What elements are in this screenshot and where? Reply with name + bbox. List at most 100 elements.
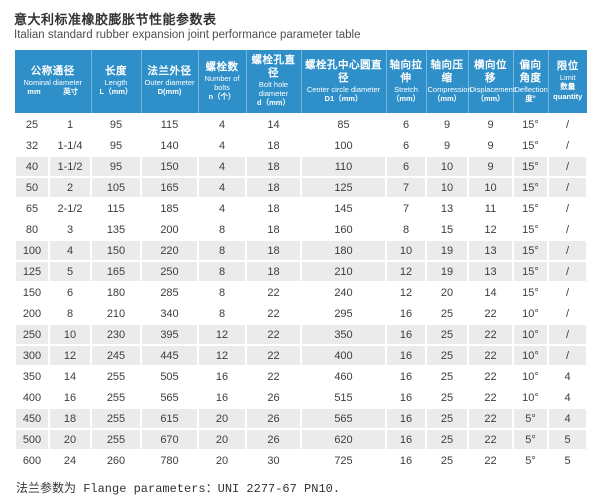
cell: / <box>547 281 588 304</box>
cell: 10 <box>425 176 469 199</box>
cell: 125 <box>14 260 50 283</box>
cell: 95 <box>90 113 142 136</box>
cell: 22 <box>467 365 514 388</box>
column-header-0: 公称通径 Nominal diameter mm 英寸 <box>15 50 91 114</box>
cell: 400 <box>14 386 50 409</box>
cell: 240 <box>300 281 387 304</box>
table-body: 25 1 95 115 4 14 85 6 9 9 15°/32 1-1/4 95 140 4 18 100 6 9… <box>14 113 588 472</box>
cell: 100 <box>300 134 387 157</box>
cell: 15° <box>512 281 549 304</box>
header-label-en: Center circle diameter <box>306 84 381 94</box>
cell: 9 <box>467 155 514 178</box>
header-label-en: Deflection <box>514 84 548 94</box>
header-units: （mm） <box>432 93 462 103</box>
cell: 8 <box>197 302 247 325</box>
cell: 5 <box>48 260 92 283</box>
cell: 95 <box>90 155 142 178</box>
cell: 145 <box>300 197 387 220</box>
cell: 565 <box>140 386 199 409</box>
page-title-chinese: 意大利标准橡胶膨胀节性能参数表 <box>14 12 217 27</box>
cell: / <box>547 302 588 325</box>
cell: 10° <box>512 323 549 346</box>
cell: 15° <box>512 218 549 241</box>
cell: 20 <box>48 428 92 451</box>
cell: 220 <box>140 239 199 262</box>
cell: 8 <box>385 218 427 241</box>
cell: 14 <box>245 113 302 136</box>
cell: 22 <box>467 449 514 472</box>
table-row: 200 8 210 340 8 22 295 16 25 22 10° / <box>14 302 588 325</box>
cell: 255 <box>90 428 142 451</box>
cell: 10° <box>512 302 549 325</box>
cell: 10 <box>467 176 514 199</box>
cell: 340 <box>140 302 199 325</box>
cell: 8 <box>197 218 247 241</box>
cell: 16 <box>385 386 427 409</box>
cell: 25 <box>425 449 469 472</box>
header-units: L（mm） <box>99 87 133 96</box>
cell: 10 <box>425 155 469 178</box>
cell: 16 <box>48 386 92 409</box>
cell: 16 <box>385 344 427 367</box>
cell: 26 <box>245 386 302 409</box>
cell: 105 <box>90 176 142 199</box>
cell: / <box>547 344 588 367</box>
cell: 80 <box>14 218 50 241</box>
header-units: 数量 quantity <box>553 82 583 101</box>
cell: 22 <box>245 302 302 325</box>
cell: 10° <box>512 386 549 409</box>
cell: 85 <box>300 113 387 136</box>
cell: 18 <box>245 176 302 199</box>
cell: 16 <box>385 302 427 325</box>
cell: 22 <box>467 344 514 367</box>
cell: 15° <box>512 134 549 157</box>
header-label-zh: 螺栓孔直径 <box>251 54 296 79</box>
cell: 1-1/4 <box>48 134 92 157</box>
cell: 4 <box>48 239 92 262</box>
cell: 25 <box>425 365 469 388</box>
cell: 230 <box>90 323 142 346</box>
header-label-zh: 螺栓孔中心圆直径 <box>305 58 382 84</box>
cell: 5° <box>512 428 549 451</box>
cell: 260 <box>90 449 142 472</box>
header-label-en: Bolt hole diameter <box>258 80 289 98</box>
cell: 4 <box>197 176 247 199</box>
table-row: 65 2-1/2 115 185 4 18 145 7 13 11 15° / <box>14 197 588 220</box>
cell: 140 <box>140 134 199 157</box>
cell: 30 <box>245 449 302 472</box>
cell: 20 <box>425 281 469 304</box>
cell: 8 <box>197 239 247 262</box>
table-row: 350 14 255 505 16 22 460 16 25 22 10° 4 <box>14 365 588 388</box>
cell: 7 <box>385 176 427 199</box>
cell: 22 <box>245 323 302 346</box>
cell: 725 <box>300 449 387 472</box>
cell: 9 <box>425 134 469 157</box>
cell: 40 <box>14 155 50 178</box>
cell: 26 <box>245 428 302 451</box>
cell: 16 <box>197 365 247 388</box>
cell: 6 <box>385 155 427 178</box>
cell: 255 <box>90 365 142 388</box>
cell: 8 <box>197 260 247 283</box>
cell: 600 <box>14 449 50 472</box>
cell: 12 <box>197 344 247 367</box>
cell: 15° <box>512 197 549 220</box>
cell: 18 <box>245 239 302 262</box>
header-units: n（个） <box>208 91 236 101</box>
cell: / <box>547 155 588 178</box>
cell: 5 <box>547 428 588 451</box>
cell: 16 <box>385 428 427 451</box>
cell: 5 <box>547 449 588 472</box>
cell: 16 <box>197 386 247 409</box>
cell: / <box>547 176 588 199</box>
cell: 14 <box>467 281 514 304</box>
cell: 125 <box>300 176 387 199</box>
cell: 350 <box>300 323 387 346</box>
cell: 6 <box>385 113 427 136</box>
cell: 250 <box>140 260 199 283</box>
table-row: 25 1 95 115 4 14 85 6 9 9 15° / <box>14 113 588 136</box>
header-label-zh: 长度 <box>105 65 127 77</box>
header-label-zh: 横向位移 <box>474 58 507 84</box>
cell: 4 <box>197 113 247 136</box>
header-units: D1（mm） <box>324 93 363 103</box>
